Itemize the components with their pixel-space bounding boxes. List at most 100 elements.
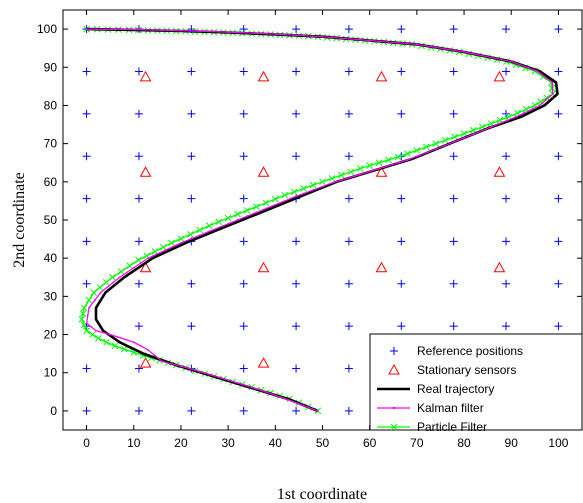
reference-position-marker	[82, 279, 91, 288]
x-tick-label: 50	[316, 436, 330, 450]
kalman-filter-marker	[293, 34, 296, 37]
kalman-filter-marker	[246, 215, 248, 218]
kalman-filter-marker	[340, 37, 343, 40]
kalman-filter-marker	[498, 122, 501, 125]
particle-filter-marker	[95, 335, 102, 342]
y-tick-label: 30	[44, 289, 58, 303]
reference-position-marker	[82, 152, 91, 161]
reference-position-marker	[292, 364, 301, 373]
reference-position-marker	[397, 237, 406, 246]
stationary-sensor-marker	[375, 70, 388, 82]
particle-filter-marker	[205, 222, 213, 230]
kalman-filter-marker	[425, 44, 428, 47]
kalman-filter-marker	[246, 32, 248, 34]
particle-filter-marker	[215, 218, 223, 226]
legend-particle-marker	[390, 423, 398, 431]
x-tick-label: 30	[221, 436, 235, 450]
kalman-filter-marker	[161, 360, 163, 363]
kalman-filter-marker	[236, 31, 239, 34]
kalman-filter-marker	[415, 43, 418, 46]
kalman-filter-marker	[208, 230, 211, 233]
kalman-filter-marker	[536, 70, 539, 72]
reference-position-marker	[344, 152, 353, 161]
kalman-filter-marker	[506, 119, 509, 122]
reference-position-marker	[344, 25, 353, 34]
kalman-filter-marker	[155, 253, 158, 256]
reference-position-marker	[502, 194, 511, 203]
kalman-filter-marker	[444, 144, 447, 147]
kalman-filter-marker	[293, 196, 296, 198]
kalman-filter-marker	[264, 207, 267, 210]
kalman-filter-marker	[147, 257, 149, 260]
kalman-filter-marker	[95, 28, 97, 31]
kalman-filter-marker	[264, 32, 267, 35]
kalman-filter-marker	[444, 48, 447, 50]
kalman-filter-marker	[132, 341, 135, 344]
kalman-filter-marker	[359, 38, 362, 41]
kalman-filter-marker	[321, 35, 324, 38]
reference-position-marker	[187, 194, 196, 203]
particle-filter-marker	[117, 268, 125, 275]
particle-filter-marker	[451, 133, 458, 141]
kalman-filter-marker	[227, 31, 230, 34]
kalman-filter-marker	[112, 281, 115, 284]
reference-position-marker	[187, 109, 196, 118]
kalman-filter-marker	[139, 345, 142, 347]
legend-swatch-kalman	[377, 406, 410, 410]
reference-position-marker	[502, 25, 511, 34]
kalman-filter-marker	[255, 211, 258, 214]
kalman-filter-marker	[302, 34, 305, 37]
stationary-sensor-marker	[375, 261, 388, 273]
reference-position-marker	[82, 364, 91, 373]
kalman-filter-marker	[139, 262, 142, 264]
kalman-filter-marker	[331, 36, 333, 39]
kalman-filter-marker	[491, 56, 494, 59]
stationary-sensor-marker	[257, 261, 270, 273]
kalman-filter-marker	[102, 331, 105, 334]
reference-position-marker	[344, 322, 353, 331]
legend-box	[369, 333, 583, 431]
legend: Reference positions Stationary sensors R…	[369, 333, 583, 434]
kalman-filter-marker	[280, 396, 283, 399]
reference-position-marker	[82, 406, 91, 415]
reference-position-marker	[554, 67, 563, 76]
kalman-filter-marker	[359, 173, 362, 176]
legend-triangle-icon	[388, 363, 400, 375]
particle-filter-marker	[281, 191, 289, 199]
legend-swatch-reference	[390, 347, 398, 355]
kalman-filter-marker	[368, 170, 371, 173]
reference-position-marker	[187, 152, 196, 161]
kalman-filter-marker	[198, 370, 201, 373]
kalman-filter-marker	[180, 365, 182, 368]
y-tick-label: 70	[44, 137, 58, 151]
reference-position-marker	[502, 152, 511, 161]
kalman-filter-marker	[274, 203, 277, 206]
reference-position-marker	[134, 322, 143, 331]
reference-position-marker	[134, 194, 143, 203]
reference-position-marker	[82, 67, 91, 76]
kalman-filter-marker	[189, 30, 192, 32]
particle-filter-marker	[83, 327, 90, 335]
x-tick-label: 70	[410, 436, 424, 450]
reference-position-marker	[292, 67, 301, 76]
reference-position-marker	[554, 237, 563, 246]
particle-filter-marker	[290, 188, 298, 196]
reference-position-marker	[187, 406, 196, 415]
kalman-filter-marker	[106, 286, 108, 289]
legend-swatch-particle	[377, 423, 410, 431]
particle-filter-marker	[224, 214, 232, 222]
particle-filter-marker	[375, 159, 383, 167]
particle-filter-marker	[422, 143, 430, 151]
kalman-filter-marker	[397, 41, 399, 44]
particle-filter-marker	[89, 331, 96, 338]
stationary-sensor-marker	[257, 166, 270, 177]
kalman-filter-marker	[482, 54, 484, 57]
kalman-filter-marker	[312, 189, 314, 191]
kalman-filter-marker	[515, 116, 517, 118]
kalman-filter-marker	[368, 39, 371, 42]
kalman-filter-marker	[283, 200, 286, 202]
reference-position-marker	[397, 322, 406, 331]
legend-swatch-sensors	[388, 363, 400, 375]
particle-filter-marker	[543, 94, 551, 102]
reference-position-marker	[239, 67, 248, 76]
